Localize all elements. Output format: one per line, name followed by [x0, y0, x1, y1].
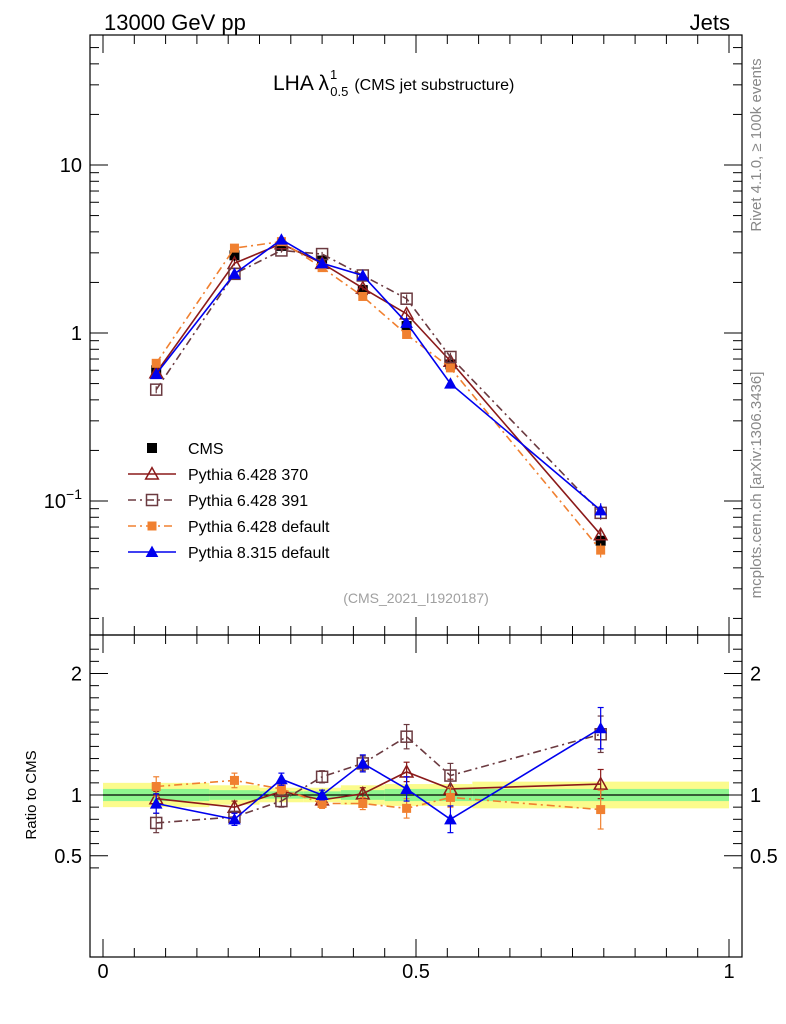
series-point-pythia-6-428-391: [444, 350, 457, 364]
series-line-pythia-6-428-370: [155, 242, 602, 536]
analysis-id: (CMS_2021_I1920187): [343, 590, 489, 606]
ratio-point-pythia-6-428-default: [445, 792, 455, 802]
x-tick-label: 0: [97, 961, 108, 983]
x-tick-label: 0.5: [402, 961, 430, 983]
series-point-pythia-6-428-default: [445, 363, 455, 373]
legend-marker: [144, 466, 160, 480]
series-point-pythia-6-428-default: [358, 291, 368, 301]
ratio-line-pythia-6-428-370: [156, 771, 601, 808]
ratio-axis-ticks: 0 0.5 1 2 2 1 1 0.5 0.5: [54, 635, 778, 983]
chart-title-main: LHA λ: [273, 72, 330, 95]
upper-y-tick-label-base: 10: [44, 491, 66, 513]
ratio-series: [148, 706, 609, 834]
ratio-point-pythia-6-428-391: [444, 769, 457, 782]
legend-marker: [145, 545, 159, 558]
series-point-pythia-6-428-default: [229, 243, 239, 253]
ratio-point-pythia-6-428-370: [593, 776, 609, 790]
ratio-y-tick-label-right: 2: [750, 664, 761, 686]
legend-label: Pythia 8.315 default: [188, 545, 330, 562]
series-point-pythia-8-315-default: [315, 256, 329, 269]
chart-title-sub: 0.5: [330, 84, 348, 99]
series-point-pythia-8-315-default: [444, 377, 457, 389]
legend-label: CMS: [188, 441, 224, 458]
data-point: [229, 250, 240, 261]
ratio-point-pythia-8-315-default: [594, 721, 607, 734]
series-point-pythia-8-315-default: [400, 316, 413, 328]
ratio-axis-label: Ratio to CMS: [23, 750, 40, 839]
ratio-line-pythia-8-315-default: [156, 727, 602, 821]
ratio-y-tick-label-right: 1: [750, 785, 761, 807]
series-point-pythia-8-315-default: [275, 233, 288, 245]
series-point-pythia-6-428-default: [151, 358, 161, 368]
series-point-pythia-8-315-default: [228, 267, 241, 279]
upper-y-tick-label-base: 10: [60, 155, 82, 177]
legend-marker: [147, 443, 157, 453]
ratio-point-pythia-8-315-default: [356, 757, 370, 769]
ratio-point-pythia-6-428-391: [315, 770, 329, 784]
ratio-y-tick-label-left: 2: [71, 664, 82, 686]
ratio-y-tick-label-left: 0.5: [54, 846, 82, 868]
ratio-point-pythia-6-428-default: [229, 775, 239, 785]
upper-y-tick-label: 1: [71, 323, 82, 345]
series-point-pythia-6-428-default: [596, 545, 606, 555]
ratio-point-pythia-8-315-default: [444, 812, 457, 825]
chart-title-sup: 1: [330, 67, 337, 82]
x-tick-label: 1: [723, 961, 734, 983]
ratio-point-pythia-6-428-391: [149, 816, 163, 830]
ratio-y-tick-label-left: 1: [71, 785, 82, 807]
ratio-point-pythia-8-315-default: [275, 772, 288, 785]
series-point-pythia-6-428-default: [402, 329, 412, 339]
upper-series: [148, 233, 609, 558]
ratio-frame: [89, 634, 743, 958]
series-point-pythia-8-315-default: [149, 367, 163, 380]
upper-y-tick-label-exponent: −1: [66, 486, 82, 502]
legend-marker: [147, 521, 157, 531]
mcplots-label: mcplots.cern.ch [arXiv:1306.3436]: [748, 372, 765, 599]
data-point: [595, 535, 606, 546]
ratio-line-pythia-6-428-391: [156, 733, 601, 824]
ratio-point-pythia-8-315-default: [315, 788, 329, 801]
chart-title-suffix: (CMS jet substructure): [354, 77, 514, 94]
ratio-point-pythia-6-428-default: [596, 805, 606, 815]
ratio-point-pythia-8-315-default: [228, 812, 241, 825]
legend-label: Pythia 6.428 391: [188, 493, 308, 510]
series-point-pythia-6-428-391: [149, 383, 163, 396]
energy-label: 13000 GeV pp: [104, 10, 246, 35]
series-point-pythia-8-315-default: [594, 504, 607, 516]
ratio-point-pythia-6-428-default: [358, 799, 368, 809]
legend-marker: [145, 493, 159, 507]
ratio-point-pythia-8-315-default: [149, 797, 163, 809]
series-line-pythia-8-315-default: [155, 238, 602, 511]
legend: CMS Pythia 6.428 370 Pythia 6.428 391 Pythi…: [128, 441, 330, 562]
ratio-point-pythia-6-428-default: [317, 799, 327, 809]
series-point-pythia-8-315-default: [356, 269, 370, 281]
legend-label: Pythia 6.428 default: [188, 519, 330, 536]
ratio-point-pythia-6-428-391: [275, 794, 288, 808]
ratio-y-tick-label-right: 0.5: [750, 846, 778, 868]
upper-y-tick-label-base: 1: [71, 323, 82, 345]
chart-title: LHA λ1 0.5 (CMS jet substructure): [273, 67, 514, 99]
upper-y-tick-label: 10: [60, 155, 82, 177]
series-point-pythia-6-428-370: [593, 526, 609, 541]
ratio-point-pythia-6-428-default: [276, 784, 286, 794]
ratio-point-pythia-6-428-391: [400, 730, 413, 743]
series-point-pythia-6-428-391: [400, 292, 413, 305]
process-label: Jets: [690, 10, 730, 35]
ratio-point-pythia-8-315-default: [400, 782, 413, 794]
legend-label: Pythia 6.428 370: [188, 467, 308, 484]
ratio-line-pythia-6-428-default: [156, 779, 601, 811]
ratio-point-pythia-6-428-default: [151, 781, 161, 791]
series-line-pythia-6-428-391: [155, 249, 602, 514]
series-line-pythia-6-428-default: [155, 240, 602, 551]
upper-y-tick-label: 10−1: [44, 486, 82, 513]
ratio-point-pythia-6-428-default: [402, 803, 412, 813]
rivet-label: Rivet 4.1.0, ≥ 100k events: [748, 58, 765, 231]
